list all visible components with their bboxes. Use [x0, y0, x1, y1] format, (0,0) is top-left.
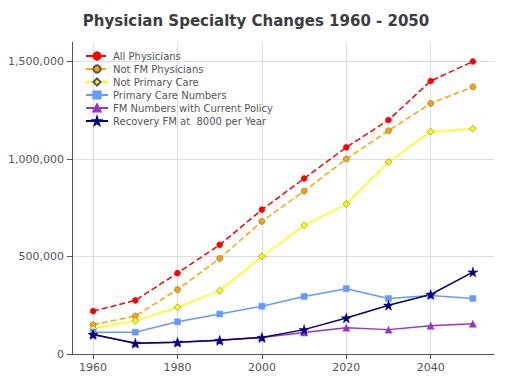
- svg-text:1,500,000: 1,500,000: [8, 55, 64, 68]
- svg-text:2020: 2020: [332, 361, 360, 374]
- svg-text:1,000,000: 1,000,000: [8, 153, 64, 166]
- svg-text:2000: 2000: [248, 361, 276, 374]
- svg-text:FM Numbers with Current Policy: FM Numbers with Current Policy: [113, 103, 273, 114]
- svg-text:Not Primary Care: Not Primary Care: [113, 77, 199, 88]
- svg-text:1980: 1980: [164, 361, 192, 374]
- svg-text:2040: 2040: [417, 361, 445, 374]
- svg-text:Primary Care Numbers: Primary Care Numbers: [113, 90, 227, 101]
- svg-text:Recovery FM at 8000 per Year: Recovery FM at 8000 per Year: [113, 116, 267, 127]
- svg-text:Physician Specialty Changes 19: Physician Specialty Changes 1960 - 2050: [83, 12, 429, 30]
- svg-text:500,000: 500,000: [19, 250, 65, 263]
- svg-text:0: 0: [57, 348, 64, 361]
- svg-text:Not FM Physicians: Not FM Physicians: [113, 64, 203, 75]
- svg-text:1960: 1960: [79, 361, 107, 374]
- svg-text:All Physicians: All Physicians: [113, 51, 181, 62]
